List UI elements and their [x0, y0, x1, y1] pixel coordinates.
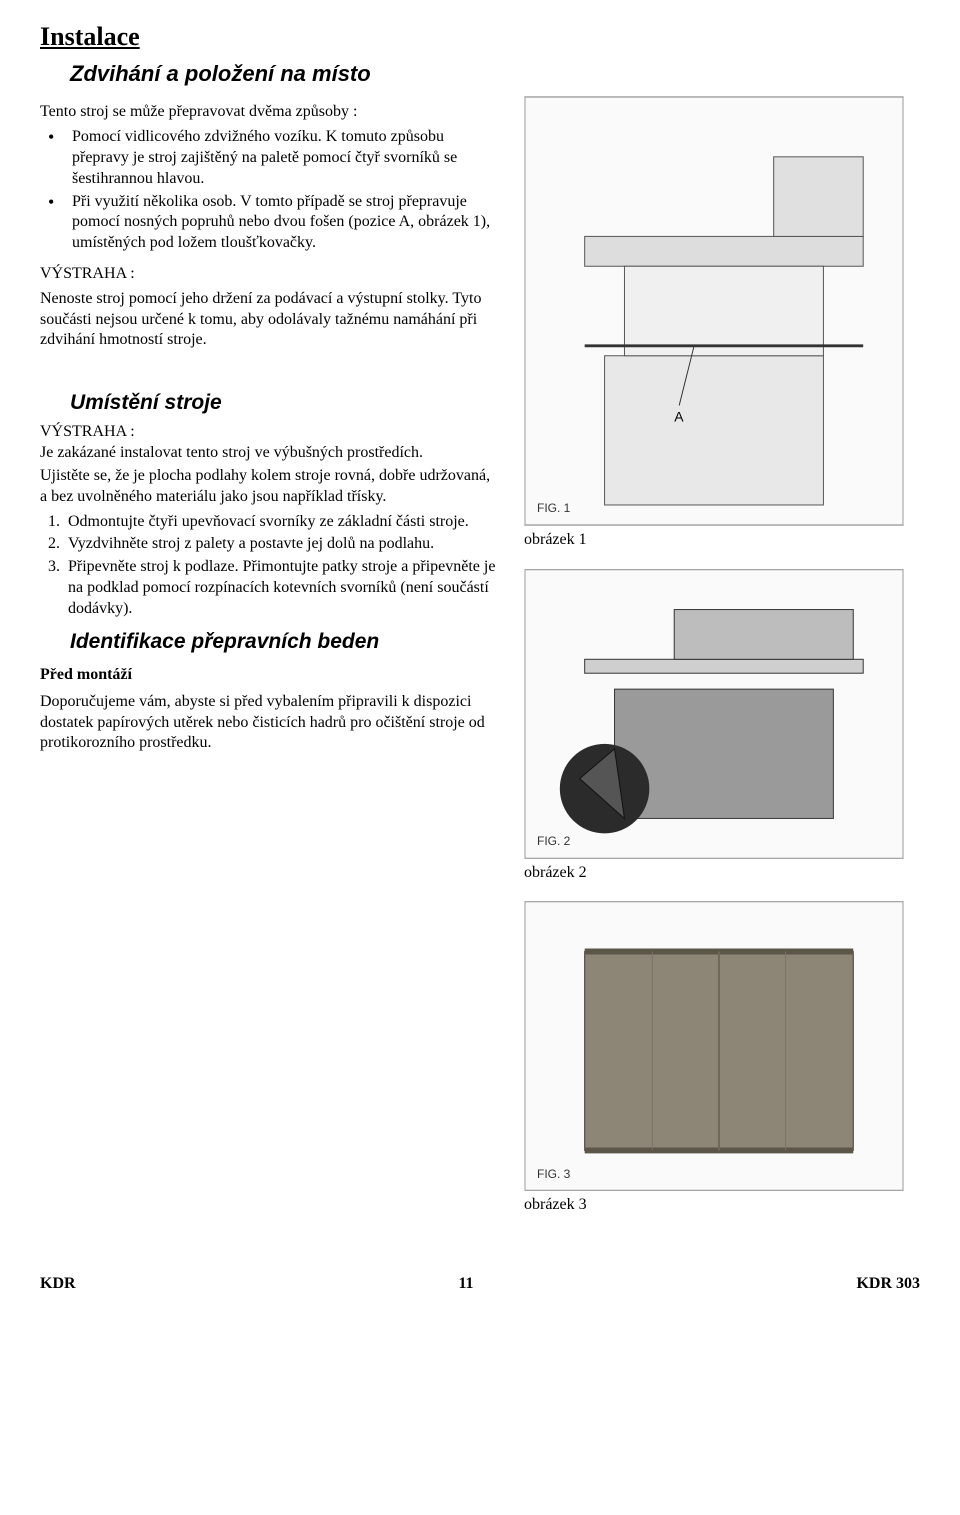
section2-heading: Umístění stroje [70, 389, 500, 416]
section1-heading: Zdvihání a položení na místo [70, 60, 500, 89]
page-footer: KDR 11 KDR 303 [40, 1274, 920, 1295]
figure-3-svg [525, 901, 903, 1191]
section3-subheading: Před montáží [40, 665, 500, 686]
figure-2-caption: obrázek 2 [524, 863, 587, 884]
section2-steps: Odmontujte čtyři upevňovací svorníky ze … [64, 512, 500, 620]
warning-label: VÝSTRAHA : [40, 422, 500, 443]
warning-label: VÝSTRAHA : [40, 264, 500, 285]
warning-text: Nenoste stroj pomocí jeho držení za podá… [40, 289, 500, 351]
left-column: Zdvihání a položení na místo Tento stroj… [40, 60, 500, 1234]
page-title: Instalace [40, 20, 920, 54]
figure-inner-label: FIG. 2 [537, 834, 570, 850]
figure-inner-label: FIG. 1 [537, 501, 570, 517]
section3-heading: Identifikace přepravních beden [70, 628, 500, 655]
section1-intro: Tento stroj se může přepravovat dvěma zp… [40, 102, 500, 123]
bullet-item: Při využití několika osob. V tomto přípa… [40, 192, 500, 254]
right-column: A FIG. 1 obrázek 1 FIG. 2 obrázek 2 [524, 60, 920, 1234]
main-layout: Zdvihání a položení na místo Tento stroj… [40, 60, 920, 1234]
list-item: Odmontujte čtyři upevňovací svorníky ze … [64, 512, 500, 533]
footer-center: 11 [458, 1274, 473, 1295]
figure-3-caption: obrázek 3 [524, 1195, 587, 1216]
figure-1-svg: A [525, 96, 903, 526]
list-item: Vyzdvihněte stroj z palety a postavte je… [64, 534, 500, 555]
footer-left: KDR [40, 1274, 76, 1295]
section3-text: Doporučujeme vám, abyste si před vybalen… [40, 692, 500, 754]
figure-1-caption: obrázek 1 [524, 530, 587, 551]
section2-p2: Ujistěte se, že je plocha podlahy kolem … [40, 466, 500, 508]
list-item: Připevněte stroj k podlaze. Přimontujte … [64, 557, 500, 619]
figure-marker-a: A [674, 408, 684, 424]
section1-bullets: Pomocí vidlicového zdvižného vozíku. K t… [40, 127, 500, 254]
figure-2-svg [525, 569, 903, 859]
figure-inner-label: FIG. 3 [537, 1167, 570, 1183]
figure-3: FIG. 3 [524, 901, 904, 1191]
figure-1: A FIG. 1 [524, 96, 904, 526]
figure-2: FIG. 2 [524, 569, 904, 859]
bullet-item: Pomocí vidlicového zdvižného vozíku. K t… [40, 127, 500, 189]
section2-p1: Je zakázané instalovat tento stroj ve vý… [40, 443, 500, 464]
footer-right: KDR 303 [856, 1274, 920, 1295]
